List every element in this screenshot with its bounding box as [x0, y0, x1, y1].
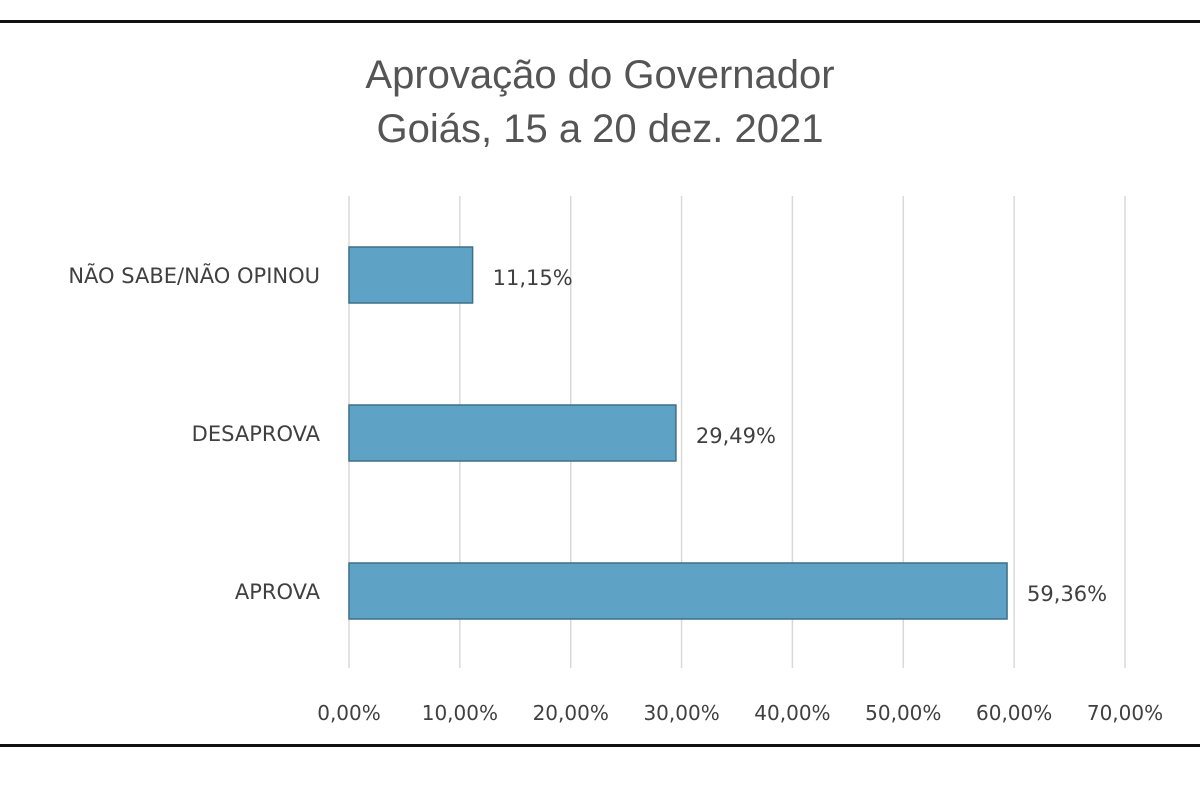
- category-label: APROVA: [235, 580, 321, 604]
- data-label: 59,36%: [1027, 582, 1107, 606]
- bar: [348, 562, 1008, 620]
- x-tick-label: 70,00%: [1087, 701, 1163, 725]
- x-tick-label: 60,00%: [976, 701, 1052, 725]
- bar: [348, 246, 474, 304]
- chart-title: Aprovação do Governador: [365, 53, 835, 97]
- x-tick-label: 40,00%: [754, 701, 830, 725]
- data-label: 29,49%: [696, 424, 776, 448]
- x-tick-label: 20,00%: [533, 701, 609, 725]
- x-tick-label: 30,00%: [643, 701, 719, 725]
- category-label: NÃO SABE/NÃO OPINOU: [68, 262, 320, 288]
- category-label: DESAPROVA: [192, 422, 321, 446]
- x-tick-label: 0,00%: [317, 701, 381, 725]
- x-tick-label: 50,00%: [865, 701, 941, 725]
- data-label: 11,15%: [493, 266, 573, 290]
- top-border: [0, 20, 1200, 23]
- bar: [348, 404, 677, 462]
- x-tick-label: 10,00%: [422, 701, 498, 725]
- bottom-border: [0, 744, 1200, 747]
- chart-subtitle: Goiás, 15 a 20 dez. 2021: [376, 107, 824, 151]
